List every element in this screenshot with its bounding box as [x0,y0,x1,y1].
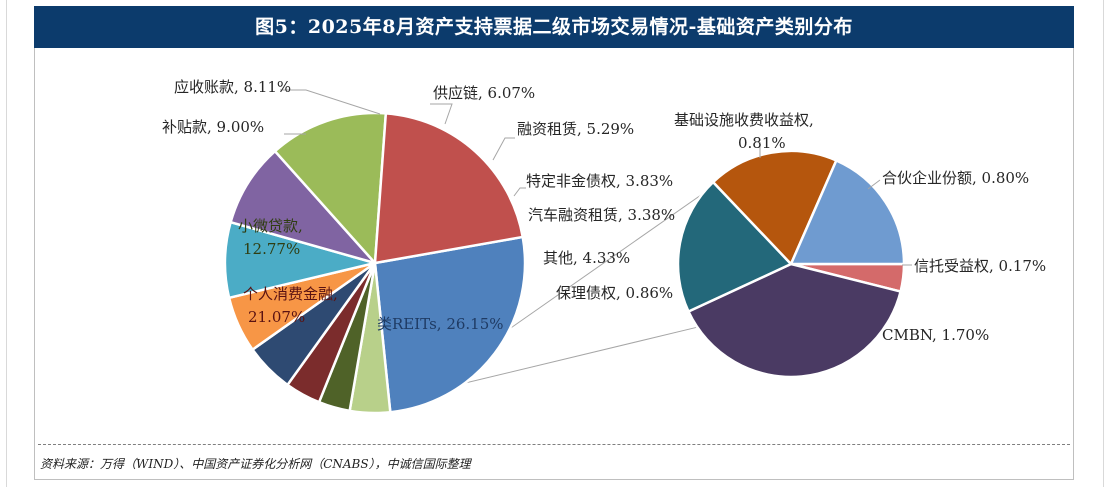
page-right-rule [1103,0,1104,487]
main-data-label-特定非金债权: 特定非金债权, 3.83% [526,172,673,190]
sub-data-label-保理债权: 保理债权, 0.86% [556,284,673,302]
main-data-label-补贴款: 补贴款, 9.00% [162,118,264,136]
main-data-label-其他: 其他, 4.33% [543,249,630,267]
main-leader-line-4 [492,137,515,161]
sub-data-label-基础设施收费收益权: 基础设施收费收益权, [674,111,814,129]
main-leader-line-5 [430,103,453,125]
main-leader-line-6 [280,89,381,115]
sub-pie-slice-合伙企业份额 [789,159,906,266]
figure-frame [34,6,1074,480]
main-pie-slice-小微贷款 [273,111,388,265]
main-data-label-应收账款: 应收账款, 8.11% [174,78,291,96]
main-data-label-value-个人消费金融: 21.07% [248,308,305,326]
main-pie-slice-类reits [373,235,527,414]
main-data-label-小微贷款: 小微贷款, [238,217,303,235]
sub-pie-slice-基础设施收费收益权 [711,149,838,266]
sub-pie-slice-保理债权 [676,180,793,313]
source-note: 资料来源：万得（WIND）、中国资产证券化分析网（CNABS），中诚信国际整理 [40,457,471,471]
main-data-label-个人消费金融: 个人消费金融, [243,285,338,303]
main-data-label-供应链: 供应链, 6.07% [433,84,535,102]
sub-data-label-value-基础设施收费收益权: 0.81% [738,134,786,152]
main-data-label-value-小微贷款: 12.77% [243,240,300,258]
sub-data-label-cmbn: CMBN, 1.70% [882,326,989,344]
main-data-label-类reits: 类REITs, 26.15% [377,315,504,333]
source-separator [38,444,1070,445]
figure-title: 图5：2025年8月资产支持票据二级市场交易情况-基础资产类别分布 [34,6,1074,48]
sub-pie-slice-cmbn [687,262,902,379]
main-pie-slice-补贴款 [229,149,377,265]
main-data-label-融资租赁: 融资租赁, 5.29% [517,120,634,138]
sub-data-label-信托受益权: 信托受益权, 0.17% [914,257,1046,275]
main-pie-slice-个人消费金融 [373,112,524,265]
main-data-label-汽车融资租赁: 汽车融资租赁, 3.38% [528,206,675,224]
main-leader-line-3 [513,187,526,197]
page-left-rule [6,0,7,487]
sub-leader-line-4 [867,179,881,190]
sub-data-label-合伙企业份额: 合伙企业份额, 0.80% [882,169,1029,187]
